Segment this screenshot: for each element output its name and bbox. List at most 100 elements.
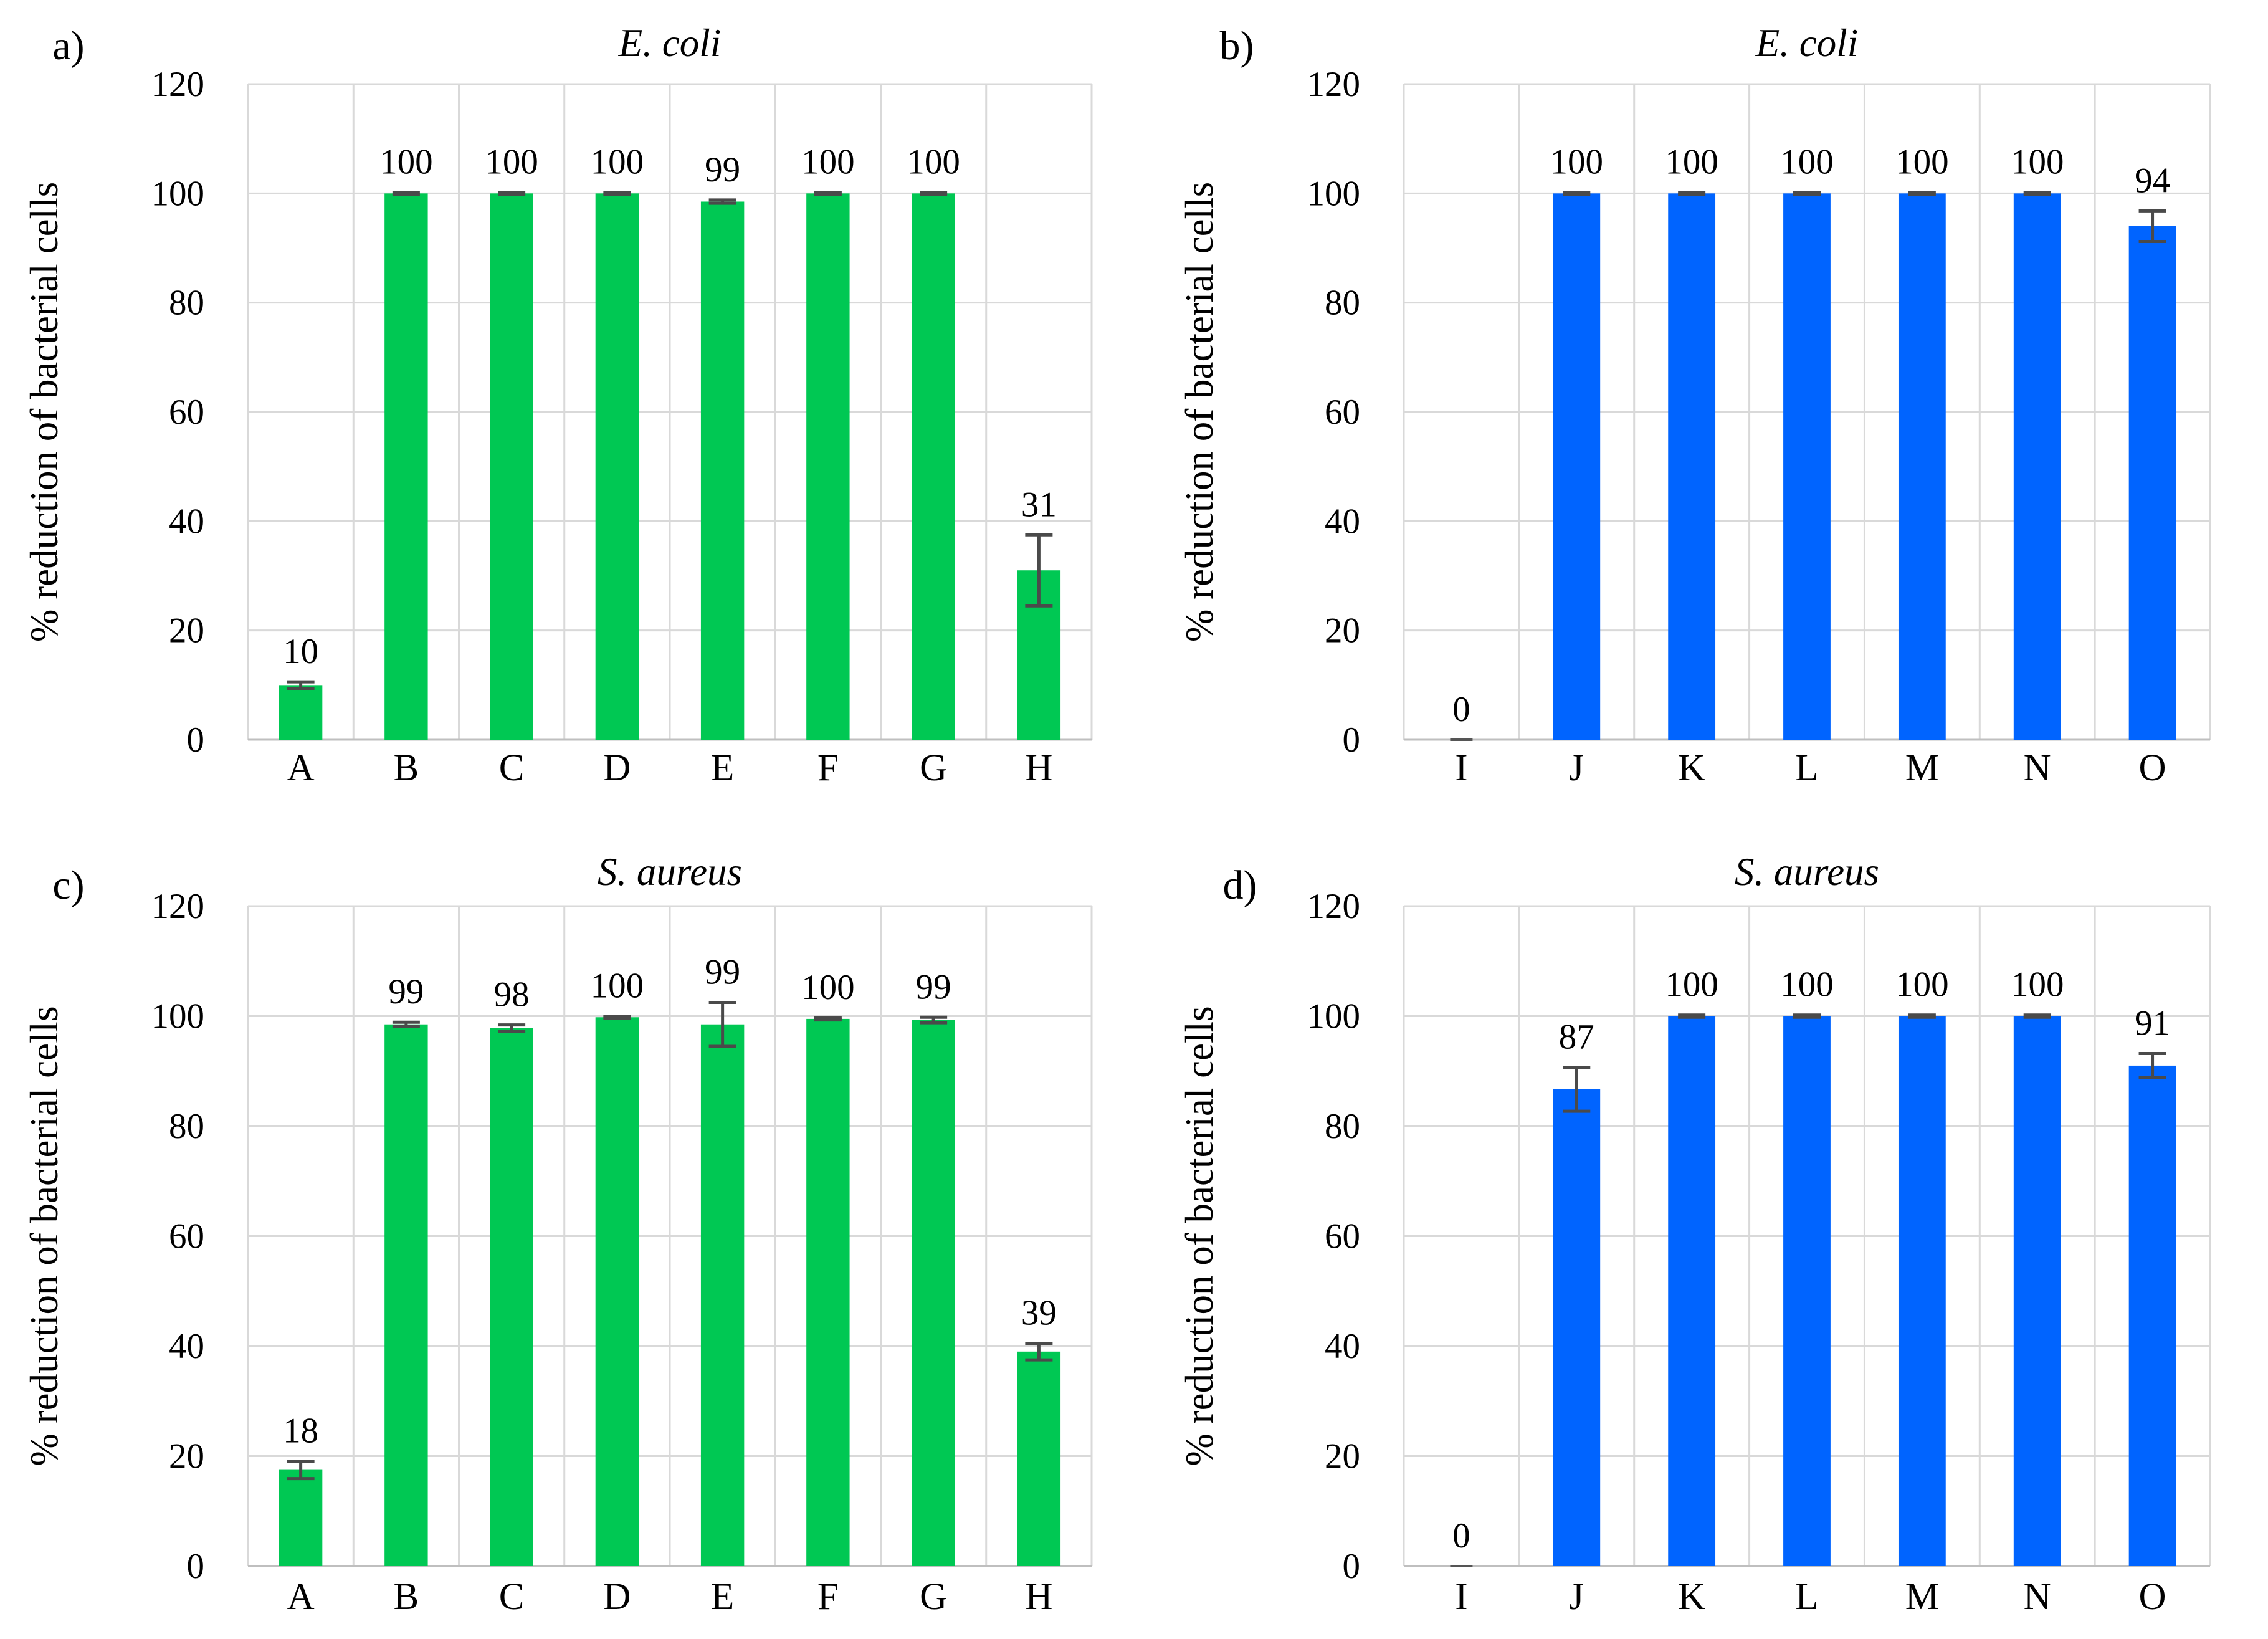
- error-bar: [920, 191, 948, 196]
- data-label: 100: [1780, 965, 1834, 1005]
- y-tick-label: 80: [169, 1107, 204, 1146]
- data-label: 100: [1665, 965, 1718, 1005]
- bar: [2013, 1016, 2061, 1566]
- data-label: 100: [1665, 143, 1718, 182]
- y-tick-label: 100: [1307, 997, 1361, 1036]
- data-label: 31: [1021, 485, 1057, 524]
- x-tick-label: G: [920, 747, 947, 789]
- y-tick-label: 40: [1325, 1327, 1360, 1366]
- y-tick-label: 60: [169, 1217, 204, 1256]
- data-label: 99: [388, 972, 424, 1011]
- x-tick-label: H: [1025, 1576, 1052, 1618]
- error-bar: [814, 191, 842, 196]
- error-bar: [603, 191, 631, 196]
- x-tick-label: E: [711, 747, 734, 789]
- y-tick-label: 80: [169, 284, 204, 323]
- bar: [1668, 193, 1716, 740]
- error-bar: [392, 191, 420, 196]
- error-bar: [1908, 1013, 1936, 1019]
- x-tick-label: C: [499, 747, 525, 789]
- data-label: 100: [801, 143, 855, 182]
- bar: [2128, 1065, 2176, 1566]
- error-bar: [2138, 1052, 2166, 1079]
- data-label: 98: [494, 975, 530, 1015]
- bar: [1553, 1089, 1601, 1566]
- chart-title: S. aureus: [1735, 850, 1879, 894]
- y-tick-label: 20: [169, 611, 204, 651]
- error-bar: [1908, 191, 1936, 196]
- y-tick-label: 100: [151, 174, 205, 213]
- data-label: 100: [1780, 143, 1834, 182]
- bar: [2013, 193, 2061, 740]
- error-bar: [1678, 191, 1706, 196]
- x-tick-label: F: [817, 1576, 839, 1618]
- y-axis-label: % reduction of bacterial cells: [22, 1006, 66, 1466]
- x-tick-label: D: [603, 1576, 631, 1618]
- x-tick-label: H: [1025, 747, 1052, 789]
- error-bar: [2023, 1013, 2051, 1019]
- bar: [700, 201, 745, 740]
- error-bar: [708, 1000, 736, 1048]
- bar: [384, 1024, 428, 1566]
- y-tick-label: 20: [1325, 1437, 1360, 1476]
- data-label: 100: [379, 143, 433, 182]
- x-tick-label: A: [287, 747, 315, 789]
- x-tick-label: M: [1905, 1576, 1939, 1618]
- y-tick-label: 120: [151, 887, 205, 926]
- y-tick-label: 0: [187, 720, 205, 760]
- bar: [595, 1017, 639, 1566]
- x-tick-label: G: [920, 1576, 947, 1618]
- bar: [1668, 1016, 1716, 1566]
- chart-title: S. aureus: [598, 850, 742, 894]
- x-tick-label: O: [2139, 1576, 2166, 1618]
- y-tick-label: 40: [169, 502, 204, 541]
- error-bar: [814, 1016, 842, 1022]
- data-label: 0: [1452, 1516, 1470, 1555]
- y-tick-label: 40: [169, 1327, 204, 1366]
- x-tick-label: I: [1455, 747, 1467, 789]
- x-tick-label: E: [711, 1576, 734, 1618]
- y-tick-label: 80: [1325, 1107, 1360, 1146]
- data-label: 39: [1021, 1294, 1057, 1333]
- bar: [2128, 226, 2176, 740]
- data-label: 94: [2135, 161, 2170, 200]
- x-tick-label: I: [1455, 1576, 1467, 1618]
- x-tick-label: D: [603, 747, 631, 789]
- x-tick-label: L: [1795, 1576, 1818, 1618]
- error-bar: [1025, 1342, 1053, 1362]
- y-tick-label: 20: [169, 1437, 204, 1476]
- chart-panel-3: 0 20 40 60 80 100 120 18 A 99 B 98 C 100 D 99 E 100 F 99 G 39…: [22, 850, 1093, 1618]
- y-tick-label: 60: [1325, 1217, 1360, 1256]
- error-bar: [1025, 533, 1053, 608]
- error-bar: [708, 198, 736, 205]
- y-tick-label: 100: [151, 997, 205, 1036]
- y-tick-label: 0: [187, 1547, 205, 1586]
- data-label: 99: [705, 952, 740, 992]
- x-tick-label: J: [1569, 747, 1584, 789]
- x-tick-label: N: [2024, 747, 2051, 789]
- data-label: 99: [705, 150, 740, 189]
- data-label: 100: [1550, 143, 1604, 182]
- data-label: 10: [283, 632, 318, 671]
- x-tick-label: K: [1678, 1576, 1705, 1618]
- data-label: 100: [1895, 143, 1949, 182]
- data-label: 100: [801, 968, 855, 1007]
- data-label: 100: [1895, 965, 1949, 1005]
- data-label: 100: [907, 143, 960, 182]
- x-tick-label: A: [287, 1576, 315, 1618]
- bar: [490, 1028, 533, 1566]
- bar: [806, 1018, 850, 1566]
- bar: [1898, 193, 1946, 740]
- bar: [1783, 193, 1831, 740]
- x-tick-label: B: [394, 1576, 419, 1618]
- bar: [1898, 1016, 1946, 1566]
- data-label: 87: [1559, 1018, 1594, 1057]
- panel-label: c): [52, 863, 84, 908]
- data-label: 100: [485, 143, 538, 182]
- y-tick-label: 0: [1343, 1547, 1361, 1586]
- x-tick-label: O: [2139, 747, 2166, 789]
- error-bar: [498, 1023, 526, 1033]
- x-tick-label: K: [1678, 747, 1705, 789]
- x-tick-label: N: [2024, 1576, 2051, 1618]
